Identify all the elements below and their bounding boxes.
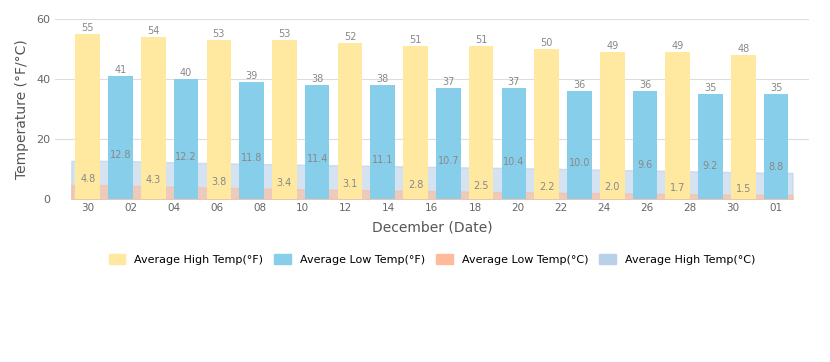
Text: 1.7: 1.7 (670, 183, 686, 193)
Bar (76, 34, 100, 199)
Text: 52: 52 (344, 31, 356, 42)
Text: 3.4: 3.4 (276, 178, 292, 188)
Text: 39: 39 (246, 71, 258, 81)
Text: 41: 41 (115, 64, 127, 75)
Text: 37: 37 (508, 77, 520, 87)
Text: 2.8: 2.8 (408, 180, 423, 190)
Text: 2.5: 2.5 (473, 181, 489, 191)
Text: 53: 53 (278, 29, 290, 38)
Text: 37: 37 (442, 77, 455, 87)
Text: 35: 35 (705, 83, 717, 93)
Text: 8.8: 8.8 (769, 162, 784, 172)
Text: 49: 49 (606, 41, 618, 51)
Text: 2.2: 2.2 (539, 182, 554, 192)
Y-axis label: Temperature (°F/°C): Temperature (°F/°C) (15, 39, 29, 179)
Text: 4.8: 4.8 (80, 174, 95, 184)
Text: 10.7: 10.7 (437, 156, 459, 166)
Text: 48: 48 (737, 43, 749, 54)
Text: 10.0: 10.0 (569, 158, 590, 168)
Text: 11.1: 11.1 (372, 155, 393, 165)
Text: 9.2: 9.2 (703, 161, 718, 171)
Text: 54: 54 (147, 26, 159, 35)
Text: 36: 36 (639, 80, 651, 90)
Bar (403, 46, 427, 199)
Bar (666, 52, 690, 199)
Bar (305, 85, 330, 199)
Bar (567, 91, 592, 199)
Text: 55: 55 (81, 22, 94, 33)
Bar (239, 82, 264, 199)
Bar (632, 91, 657, 199)
Text: 1.5: 1.5 (735, 184, 751, 194)
Text: 2.0: 2.0 (604, 182, 620, 192)
Bar (600, 52, 624, 199)
Bar (469, 46, 493, 199)
Legend: Average High Temp(°F), Average Low Temp(°F), Average Low Temp(°C), Average High : Average High Temp(°F), Average Low Temp(… (105, 250, 759, 269)
Bar (173, 79, 198, 199)
Text: 51: 51 (475, 34, 487, 45)
Text: 12.8: 12.8 (110, 150, 131, 160)
Text: 11.8: 11.8 (241, 153, 262, 163)
Bar (141, 37, 165, 199)
Bar (698, 94, 723, 199)
Bar (436, 88, 461, 199)
Bar (501, 88, 526, 199)
Text: 12.2: 12.2 (175, 152, 197, 162)
Text: 38: 38 (377, 73, 389, 84)
X-axis label: December (Date): December (Date) (372, 220, 492, 235)
Text: 49: 49 (671, 41, 684, 51)
Text: 40: 40 (180, 68, 193, 77)
Text: 51: 51 (409, 34, 422, 45)
Bar (370, 85, 395, 199)
Bar (108, 76, 133, 199)
Bar (207, 40, 231, 199)
Text: 4.3: 4.3 (145, 176, 161, 185)
Text: 53: 53 (212, 29, 225, 38)
Text: 11.4: 11.4 (306, 154, 328, 164)
Text: 50: 50 (540, 38, 553, 47)
Bar (272, 40, 296, 199)
Bar (764, 94, 788, 199)
Text: 36: 36 (574, 80, 585, 90)
Text: 35: 35 (770, 83, 783, 93)
Text: 3.8: 3.8 (211, 177, 227, 187)
Bar (535, 49, 559, 199)
Text: 9.6: 9.6 (637, 160, 652, 169)
Bar (731, 55, 755, 199)
Bar (338, 43, 362, 199)
Text: 10.4: 10.4 (503, 157, 525, 167)
Text: 3.1: 3.1 (342, 179, 358, 189)
Text: 38: 38 (311, 73, 324, 84)
